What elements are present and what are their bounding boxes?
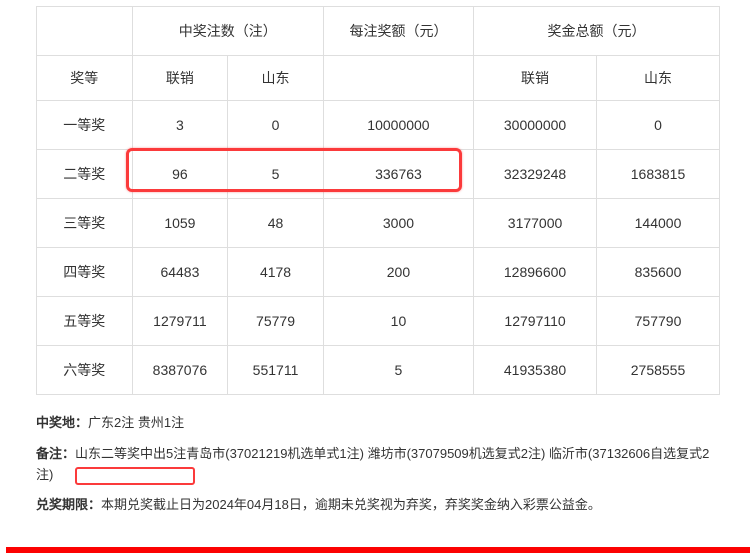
cell-tier: 四等奖 — [37, 248, 133, 297]
cell-sd: 4178 — [228, 248, 324, 297]
cell-sd: 551711 — [228, 346, 324, 395]
deadline-label: 兑奖期限： — [36, 497, 101, 512]
cell-per: 3000 — [323, 199, 473, 248]
remark: 备注：山东二等奖中出5注青岛市(37021219机选单式1注) 潍坊市(3707… — [36, 444, 720, 486]
table-body: 一等奖3010000000300000000二等奖965336763323292… — [37, 101, 720, 395]
table-row: 三等奖10594830003177000144000 — [37, 199, 720, 248]
cell-tier: 三等奖 — [37, 199, 133, 248]
cell-sd: 75779 — [228, 297, 324, 346]
col-shandong: 山东 — [228, 56, 324, 101]
cell-tier: 六等奖 — [37, 346, 133, 395]
remark-label: 备注： — [36, 446, 75, 461]
winning-location: 中奖地：广东2注 贵州1注 — [36, 413, 720, 434]
cell-per: 5 — [323, 346, 473, 395]
cell-per: 10 — [323, 297, 473, 346]
cell-lian: 3 — [132, 101, 228, 150]
cell-lian: 8387076 — [132, 346, 228, 395]
deadline-text: 本期兑奖截止日为2024年04月18日，逾期未兑奖视为弃奖，弃奖奖金纳入彩票公益… — [101, 497, 601, 512]
cell-tier: 一等奖 — [37, 101, 133, 150]
lottery-table: 中奖注数（注） 每注奖额（元） 奖金总额（元） 奖等 联销 山东 联销 山东 一… — [36, 6, 720, 395]
cell-tier: 五等奖 — [37, 297, 133, 346]
cell-lian: 64483 — [132, 248, 228, 297]
cell-sd: 48 — [228, 199, 324, 248]
cell-sd: 0 — [228, 101, 324, 150]
table-row: 六等奖83870765517115419353802758555 — [37, 346, 720, 395]
cell-per: 336763 — [323, 150, 473, 199]
loc-text: 广东2注 贵州1注 — [88, 415, 184, 430]
col-shandong-total: 山东 — [597, 56, 720, 101]
notes-section: 中奖地：广东2注 贵州1注 备注：山东二等奖中出5注青岛市(37021219机选… — [36, 413, 720, 516]
table-row: 五等奖1279711757791012797110757790 — [37, 297, 720, 346]
remark-highlighted: 山东二等奖中出5注 — [75, 446, 186, 461]
bottom-red-bar — [6, 547, 750, 553]
col-lian-total: 联销 — [474, 56, 597, 101]
loc-label: 中奖地： — [36, 415, 88, 430]
cell-t_lian: 30000000 — [474, 101, 597, 150]
cell-t_sd: 757790 — [597, 297, 720, 346]
cell-lian: 1059 — [132, 199, 228, 248]
col-lian: 联销 — [132, 56, 228, 101]
cell-t_lian: 41935380 — [474, 346, 597, 395]
cell-t_lian: 12896600 — [474, 248, 597, 297]
deadline: 兑奖期限：本期兑奖截止日为2024年04月18日，逾期未兑奖视为弃奖，弃奖奖金纳… — [36, 495, 720, 516]
table-row: 一等奖3010000000300000000 — [37, 101, 720, 150]
cell-sd: 5 — [228, 150, 324, 199]
header-per: 每注奖额（元） — [323, 7, 473, 56]
header-count: 中奖注数（注） — [132, 7, 323, 56]
col-tier: 奖等 — [37, 56, 133, 101]
cell-t_sd: 1683815 — [597, 150, 720, 199]
cell-tier: 二等奖 — [37, 150, 133, 199]
cell-t_sd: 2758555 — [597, 346, 720, 395]
cell-t_sd: 144000 — [597, 199, 720, 248]
cell-t_sd: 835600 — [597, 248, 720, 297]
cell-t_lian: 3177000 — [474, 199, 597, 248]
cell-per: 200 — [323, 248, 473, 297]
table-row: 四等奖64483417820012896600835600 — [37, 248, 720, 297]
cell-t_sd: 0 — [597, 101, 720, 150]
cell-per: 10000000 — [323, 101, 473, 150]
cell-lian: 96 — [132, 150, 228, 199]
cell-t_lian: 12797110 — [474, 297, 597, 346]
table-row: 二等奖965336763323292481683815 — [37, 150, 720, 199]
header-total: 奖金总额（元） — [474, 7, 720, 56]
cell-t_lian: 32329248 — [474, 150, 597, 199]
cell-lian: 1279711 — [132, 297, 228, 346]
table-header: 中奖注数（注） 每注奖额（元） 奖金总额（元） 奖等 联销 山东 联销 山东 — [37, 7, 720, 101]
